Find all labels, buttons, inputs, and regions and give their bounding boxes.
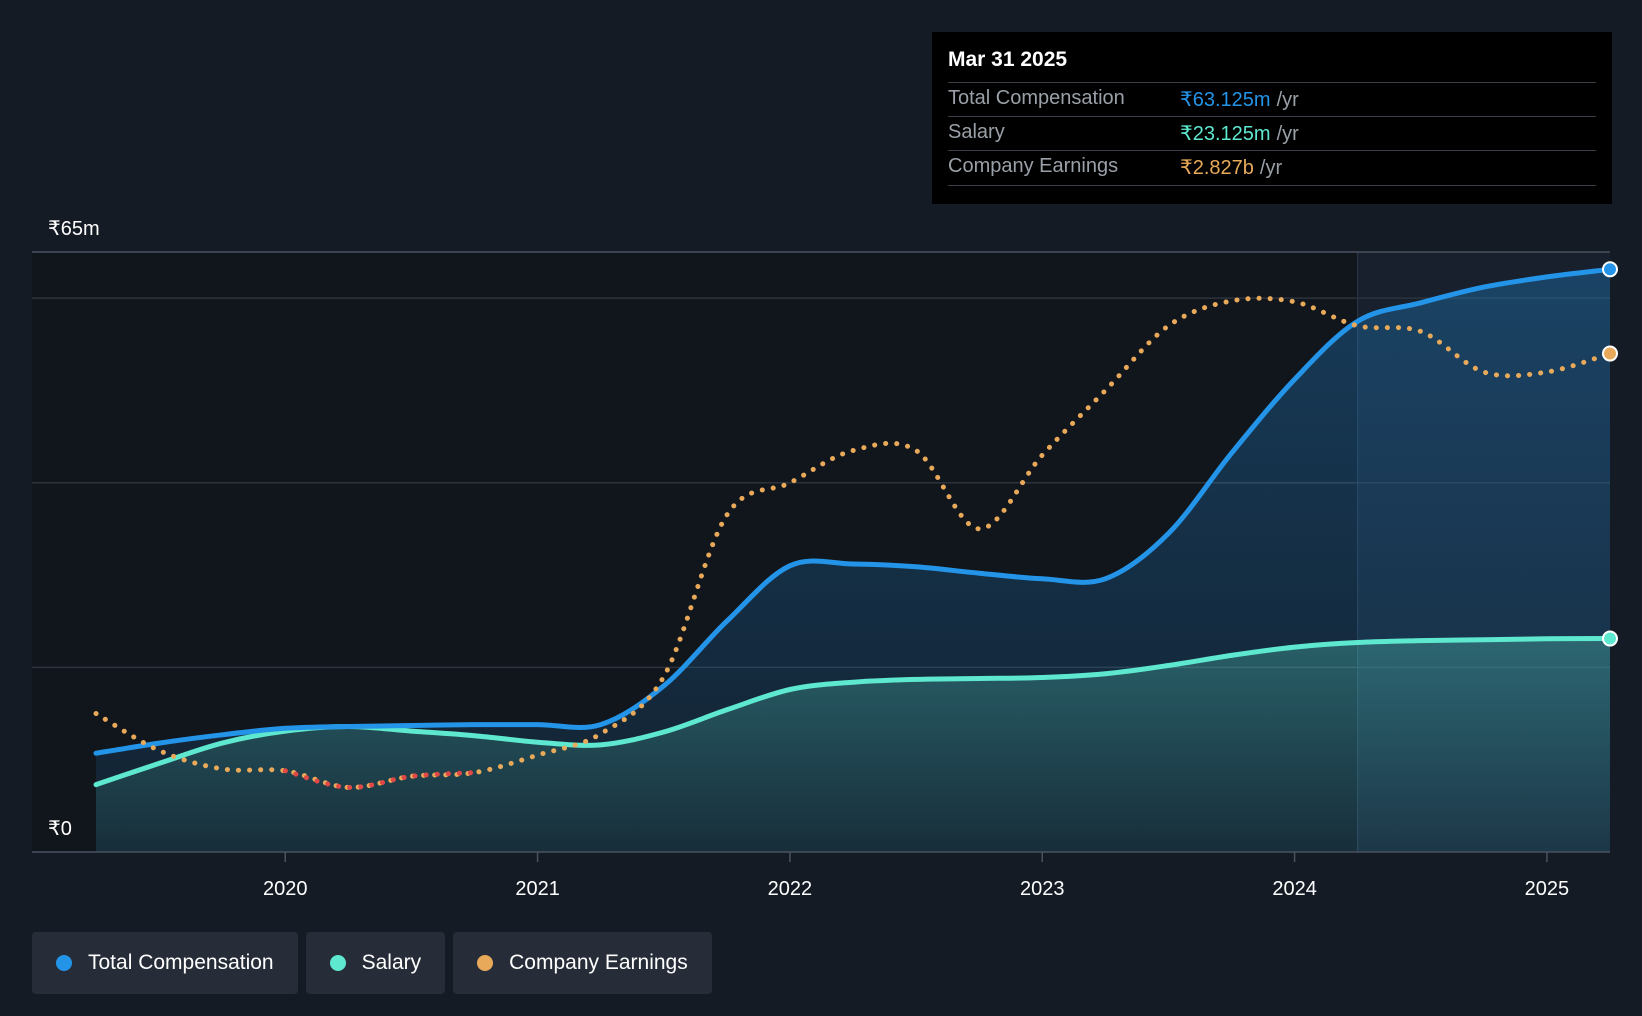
series-endpoint-marker xyxy=(1602,261,1618,278)
tooltip-panel: Mar 31 2025 Total Compensation ₹63.125m /… xyxy=(932,32,1612,204)
salary-area xyxy=(96,638,1610,852)
y-axis-label-bottom: ₹0 xyxy=(48,818,72,840)
tooltip-unit: /yr xyxy=(1259,157,1283,179)
legend-dot-icon xyxy=(477,955,494,971)
tooltip-value-number: ₹23.125m xyxy=(1180,123,1271,145)
tooltip-date: Mar 31 2025 xyxy=(948,48,1068,71)
x-tick-label: 2022 xyxy=(768,878,813,900)
tooltip-value-number: ₹2.827b xyxy=(1180,157,1254,179)
tooltip-value: ₹23.125m/yr xyxy=(1180,121,1299,146)
tooltip-value: ₹63.125m/yr xyxy=(1180,87,1299,112)
series-endpoint-marker xyxy=(1602,345,1618,362)
tooltip-row-total-compensation: Total Compensation ₹63.125m/yr xyxy=(948,82,1596,117)
tooltip-label: Salary xyxy=(948,121,1005,143)
tooltip-value-number: ₹63.125m xyxy=(1180,89,1271,111)
tooltip-label: Company Earnings xyxy=(948,155,1119,177)
legend-label: Salary xyxy=(361,951,422,974)
company-earnings-line xyxy=(93,295,1613,790)
legend-label: Total Compensation xyxy=(88,951,274,974)
legend-dot-icon xyxy=(329,955,346,971)
tooltip-label: Total Compensation xyxy=(948,87,1125,109)
legend-item-salary[interactable]: Salary xyxy=(305,932,446,994)
x-tick-label: 2025 xyxy=(1525,878,1570,900)
x-tick-label: 2023 xyxy=(1020,878,1065,900)
legend-dot-icon xyxy=(56,955,72,971)
tooltip-unit: /yr xyxy=(1276,89,1299,111)
series-endpoint-marker xyxy=(1602,630,1618,647)
tooltip-row-company-earnings: Company Earnings ₹2.827b/yr xyxy=(948,150,1596,186)
tooltip-row-salary: Salary ₹23.125m/yr xyxy=(948,116,1596,151)
legend-item-total-compensation[interactable]: Total Compensation xyxy=(32,932,298,994)
legend-item-company-earnings[interactable]: Company Earnings xyxy=(453,932,712,994)
x-tick-label: 2021 xyxy=(515,878,560,900)
chart-legend: Total Compensation Salary Company Earnin… xyxy=(32,932,712,994)
total-compensation-line xyxy=(93,266,1613,756)
y-axis-label-top: ₹65m xyxy=(48,218,100,240)
x-tick-label: 2020 xyxy=(263,878,308,900)
tooltip-value: ₹2.827b/yr xyxy=(1180,155,1282,180)
legend-label: Company Earnings xyxy=(509,951,688,974)
tooltip-unit: /yr xyxy=(1276,123,1299,145)
x-tick-label: 2024 xyxy=(1272,878,1317,900)
